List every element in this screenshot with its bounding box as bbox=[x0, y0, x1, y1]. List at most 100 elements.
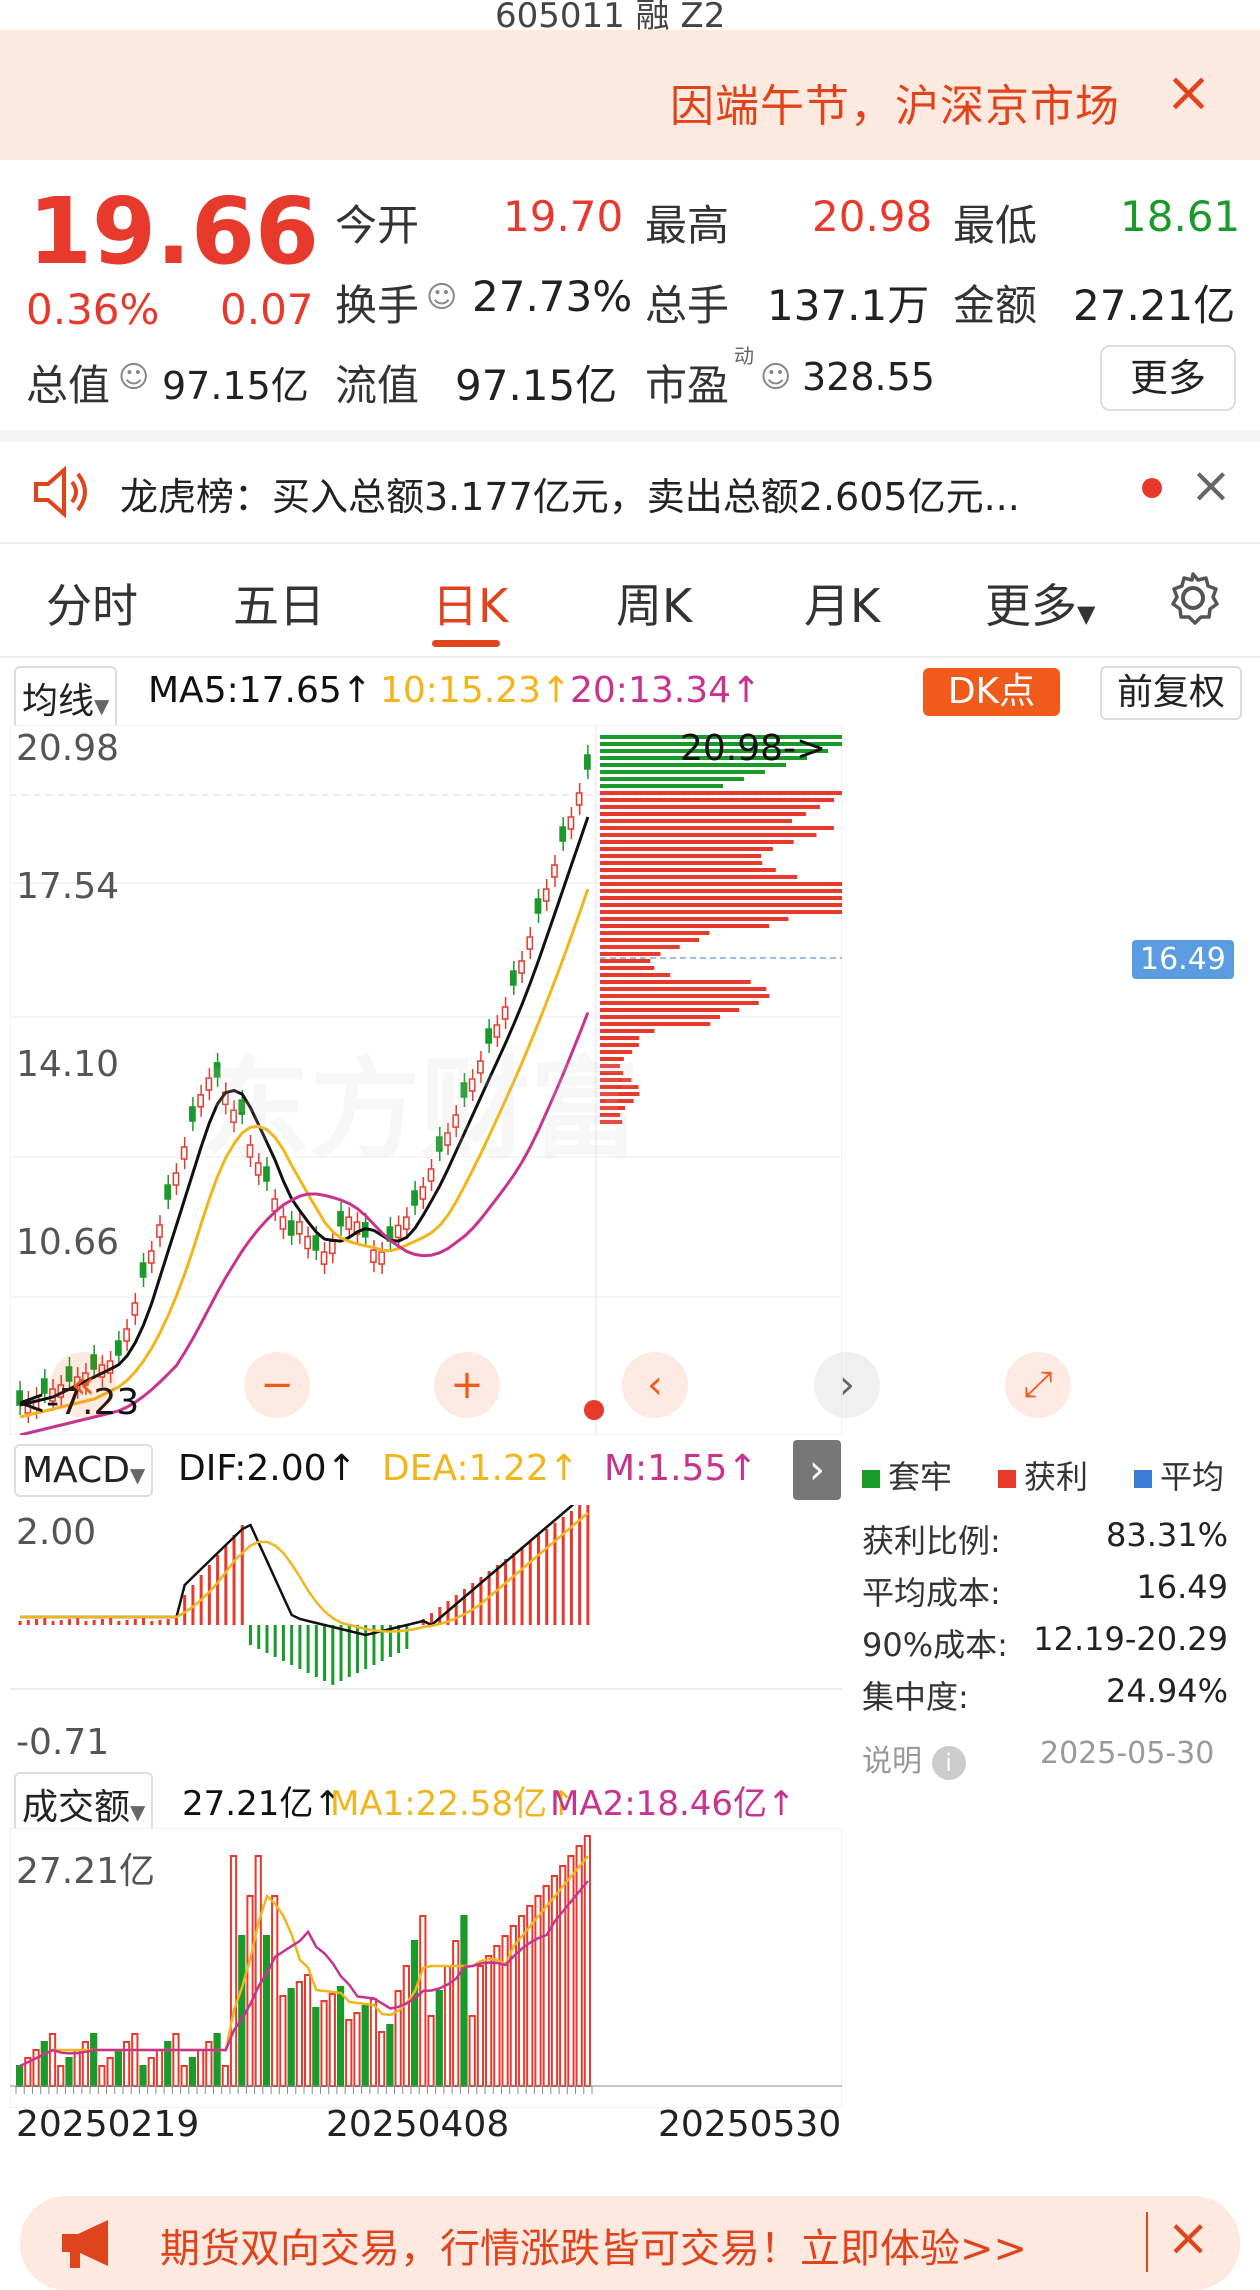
legend-swatch bbox=[998, 1470, 1016, 1488]
amount-label: 金额 bbox=[953, 281, 1038, 330]
info-icon[interactable]: ☺ bbox=[426, 280, 458, 315]
info-icon: i bbox=[931, 1746, 966, 1780]
chip-bar bbox=[600, 931, 710, 935]
high-price-tag: 20.98-> bbox=[680, 728, 827, 769]
adjust-button[interactable]: 前复权 bbox=[1100, 666, 1242, 720]
chip-bar bbox=[600, 1001, 759, 1005]
candle bbox=[427, 1168, 435, 1182]
expand-panel-button[interactable]: › bbox=[793, 1440, 841, 1500]
volume-bar bbox=[147, 2057, 155, 2087]
chip-bar bbox=[600, 805, 820, 809]
info-icon[interactable]: ☺ bbox=[760, 360, 792, 395]
note-link[interactable]: 说明 i bbox=[862, 1736, 966, 1780]
holiday-notice-banner[interactable]: 因端午节，沪深京市场 × bbox=[0, 30, 1260, 160]
volume-bar bbox=[534, 1895, 542, 2087]
chip-bar bbox=[600, 987, 767, 991]
volume-selector[interactable]: 成交额▼ bbox=[14, 1772, 154, 1836]
candle bbox=[477, 1060, 484, 1074]
stat-value: 12.19-20.29 bbox=[1033, 1620, 1228, 1658]
chip-bar bbox=[600, 945, 680, 949]
close-icon[interactable]: × bbox=[1166, 2208, 1210, 2268]
volume-axis-max: 27.21亿 bbox=[16, 1851, 156, 1892]
volume-bar bbox=[172, 2033, 180, 2087]
ma-selector-label: 均线 bbox=[22, 681, 95, 722]
chip-bar bbox=[600, 1029, 655, 1033]
macd-selector[interactable]: MACD▼ bbox=[14, 1444, 154, 1497]
chip-bar bbox=[600, 826, 834, 830]
notice-text: 因端午节，沪深京市场 bbox=[670, 81, 1120, 132]
info-icon[interactable]: ☺ bbox=[118, 360, 150, 395]
more-button[interactable]: 更多 bbox=[1100, 345, 1236, 411]
volume-bar bbox=[476, 1965, 485, 2087]
volume-bar bbox=[197, 2049, 205, 2087]
float-value: 97.15亿 bbox=[455, 361, 618, 410]
m-value: M:1.55↑ bbox=[604, 1448, 758, 1489]
next-button[interactable]: › bbox=[814, 1352, 880, 1418]
macd-axis-min: -0.71 bbox=[16, 1722, 110, 1763]
chip-bar bbox=[600, 980, 751, 984]
fullscreen-icon[interactable]: ⤢ bbox=[1005, 1352, 1071, 1418]
candle bbox=[123, 1328, 130, 1342]
float-label: 流值 bbox=[335, 361, 420, 410]
lhb-bar[interactable]: 龙虎榜：买入总额3.177亿元，卖出总额2.605亿元... × bbox=[0, 442, 1260, 542]
candle bbox=[452, 1114, 460, 1128]
low-price-tag: <-7.23 bbox=[16, 1382, 140, 1423]
volume-bar bbox=[32, 2049, 40, 2087]
watermark: 东方财富 bbox=[200, 1046, 640, 1174]
volume-bar bbox=[139, 2065, 147, 2087]
stat-label: 获利比例: bbox=[862, 1522, 1001, 1560]
candle bbox=[156, 1224, 163, 1238]
rewind-button[interactable]: « bbox=[50, 1352, 116, 1418]
candle bbox=[394, 1224, 402, 1239]
ma-selector[interactable]: 均线▼ bbox=[14, 666, 118, 730]
volume-label: 总手 bbox=[645, 281, 730, 330]
close-icon[interactable]: × bbox=[1165, 60, 1212, 125]
candle bbox=[501, 1006, 509, 1020]
chip-bar bbox=[600, 777, 744, 781]
kline-axis-max: 20.98 bbox=[16, 728, 120, 769]
volume-ma1: MA1:22.58亿↑ bbox=[330, 1784, 576, 1824]
unread-dot bbox=[1142, 478, 1162, 498]
turnover-label: 换手 bbox=[335, 281, 420, 330]
kline-chart[interactable] bbox=[10, 725, 842, 1435]
chip-bar bbox=[600, 903, 842, 907]
open-label: 今开 bbox=[335, 201, 420, 250]
chip-bar bbox=[600, 742, 842, 746]
zoom-in-button[interactable]: + bbox=[434, 1352, 500, 1418]
chip-bar bbox=[600, 1064, 621, 1068]
volume-bar bbox=[526, 1905, 534, 2087]
chip-bar bbox=[600, 1008, 740, 1012]
stat-label: 平均成本: bbox=[862, 1574, 1001, 1612]
candle bbox=[526, 936, 534, 950]
pe-label: 市盈 bbox=[645, 361, 730, 410]
candle bbox=[575, 792, 583, 806]
gear-icon[interactable] bbox=[1165, 570, 1221, 626]
candle bbox=[197, 1094, 205, 1108]
candle bbox=[65, 1366, 73, 1382]
volume-bar bbox=[320, 2000, 328, 2087]
candle bbox=[567, 816, 575, 830]
close-icon[interactable]: × bbox=[1190, 456, 1232, 514]
volume-bar bbox=[295, 1981, 303, 2087]
prev-button[interactable]: ‹ bbox=[622, 1352, 688, 1418]
tab-intraday[interactable]: 分时 bbox=[46, 579, 138, 633]
volume-bar bbox=[345, 2019, 353, 2087]
zoom-out-button[interactable]: − bbox=[244, 1352, 310, 1418]
candle bbox=[287, 1220, 295, 1236]
chip-bar bbox=[600, 1113, 621, 1117]
futures-ad-banner[interactable]: 期货双向交易，行情涨跌皆可交易！立即体验>> × bbox=[20, 2196, 1240, 2290]
moving-average-line bbox=[19, 816, 590, 1407]
tab-weekly-k[interactable]: 周K bbox=[616, 579, 693, 633]
dk-point-button[interactable]: DK点 bbox=[923, 668, 1060, 716]
volume-bar bbox=[435, 1990, 443, 2087]
volume-bar bbox=[65, 2057, 73, 2087]
divider bbox=[0, 430, 1260, 442]
kline-axis-label: 14.10 bbox=[16, 1044, 120, 1085]
ma20-value: 20:13.34↑ bbox=[570, 670, 762, 711]
candle bbox=[296, 1221, 303, 1235]
tab-monthly-k[interactable]: 月K bbox=[804, 579, 881, 633]
ma5-value: MA5:17.65↑ bbox=[148, 670, 372, 711]
tab-five-day[interactable]: 五日 bbox=[233, 579, 325, 633]
tab-daily-k[interactable]: 日K bbox=[432, 579, 509, 633]
tab-more[interactable]: 更多▼ bbox=[985, 570, 1095, 636]
